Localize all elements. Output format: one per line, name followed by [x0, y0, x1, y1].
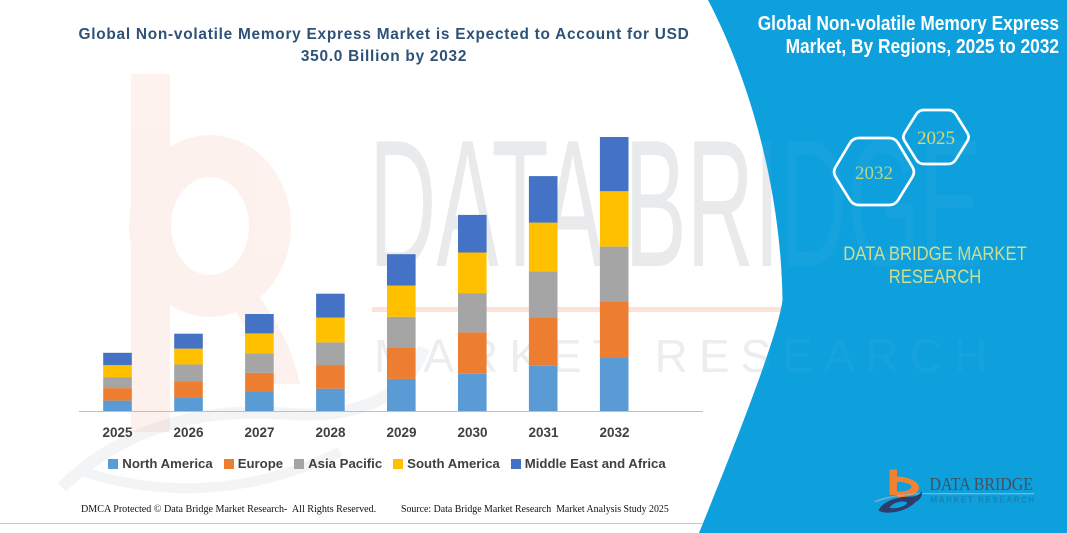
- svg-text:2032: 2032: [855, 163, 893, 184]
- svg-text:DATA BRIDGE: DATA BRIDGE: [930, 474, 1034, 494]
- svg-text:MARKET RESEARCH: MARKET RESEARCH: [931, 496, 1036, 505]
- svg-text:2025: 2025: [917, 128, 955, 149]
